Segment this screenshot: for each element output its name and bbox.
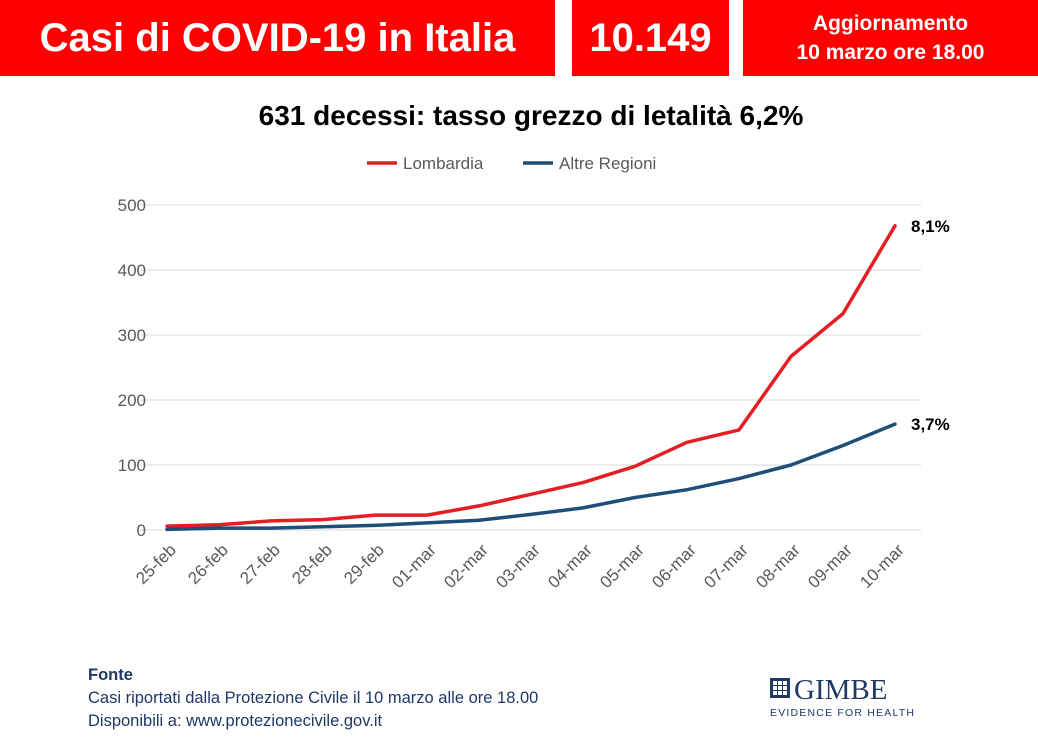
chart-gridlines bbox=[140, 204, 921, 531]
source-line-1: Casi riportati dalla Protezione Civile i… bbox=[88, 689, 539, 707]
series-line-altre-regioni bbox=[165, 422, 897, 532]
header-title-banner: Casi di COVID-19 in Italia bbox=[0, 0, 555, 76]
update-banner: Aggiornamento 10 marzo ore 18.00 bbox=[743, 0, 1038, 76]
x-tick-label-05-mar: 05-mar bbox=[596, 540, 648, 592]
x-tick-label-06-mar: 06-mar bbox=[648, 540, 700, 592]
x-tick-label-09-mar: 09-mar bbox=[804, 540, 856, 592]
x-tick-label-08-mar: 08-mar bbox=[752, 540, 804, 592]
x-tick-label-28-feb: 28-feb bbox=[288, 540, 336, 588]
x-tick-label-07-mar: 07-mar bbox=[700, 540, 752, 592]
gimbe-logo-tagline: EVIDENCE FOR HEALTH bbox=[770, 707, 915, 719]
y-tick-label-400: 400 bbox=[118, 261, 146, 280]
y-axis-labels: 0 100 200 300 400 500 bbox=[118, 196, 146, 540]
chart-series bbox=[165, 224, 897, 532]
x-tick-label-25-feb: 25-feb bbox=[132, 540, 180, 588]
x-tick-label-04-mar: 04-mar bbox=[544, 540, 596, 592]
x-tick-label-02-mar: 02-mar bbox=[440, 540, 492, 592]
update-line-1: Aggiornamento bbox=[812, 11, 969, 35]
x-tick-label-29-feb: 29-feb bbox=[340, 540, 388, 588]
x-tick-label-27-feb: 27-feb bbox=[236, 540, 284, 588]
x-tick-label-10-mar: 10-mar bbox=[856, 540, 908, 592]
x-axis-labels: 25-feb 26-feb 27-feb 28-feb 29-feb 01-mar 02-m… bbox=[132, 540, 908, 592]
end-label-altre-regioni: 3,7% bbox=[911, 415, 950, 434]
end-label-lombardia: 8,1% bbox=[911, 217, 950, 236]
x-tick-label-01-mar: 01-mar bbox=[388, 540, 440, 592]
source-note: Fonte Casi riportati dalla Protezione Ci… bbox=[88, 664, 538, 733]
series-end-labels: 8,1% 3,7% bbox=[911, 217, 950, 434]
update-line-2: 10 marzo ore 18.00 bbox=[796, 41, 985, 64]
y-tick-label-500: 500 bbox=[118, 196, 146, 215]
chart-legend: Lombardia Altre Regioni bbox=[367, 154, 656, 173]
source-heading: Fonte bbox=[88, 666, 133, 684]
y-tick-label-100: 100 bbox=[118, 456, 146, 475]
series-line-lombardia bbox=[165, 224, 897, 528]
x-tick-label-26-feb: 26-feb bbox=[184, 540, 232, 588]
legend-label-lombardia: Lombardia bbox=[403, 154, 484, 173]
gimbe-logo-name: GIMBE bbox=[794, 674, 887, 706]
gimbe-logo-mark bbox=[770, 678, 790, 698]
y-tick-label-300: 300 bbox=[118, 326, 146, 345]
chart-title: 631 decessi: tasso grezzo di letalità 6,… bbox=[259, 100, 804, 131]
gimbe-logo: GIMBE EVIDENCE FOR HEALTH bbox=[770, 674, 915, 719]
legend-label-altre-regioni: Altre Regioni bbox=[559, 154, 656, 173]
y-tick-label-200: 200 bbox=[118, 391, 146, 410]
line-chart: 631 decessi: tasso grezzo di letalità 6,… bbox=[118, 100, 950, 592]
source-line-2: Disponibili a: www.protezionecivile.gov.… bbox=[88, 712, 383, 730]
case-count: 10.149 bbox=[589, 15, 712, 60]
header-title: Casi di COVID-19 in Italia bbox=[39, 15, 516, 60]
y-tick-label-0: 0 bbox=[137, 521, 146, 540]
case-count-banner: 10.149 bbox=[572, 0, 729, 76]
x-tick-label-03-mar: 03-mar bbox=[492, 540, 544, 592]
